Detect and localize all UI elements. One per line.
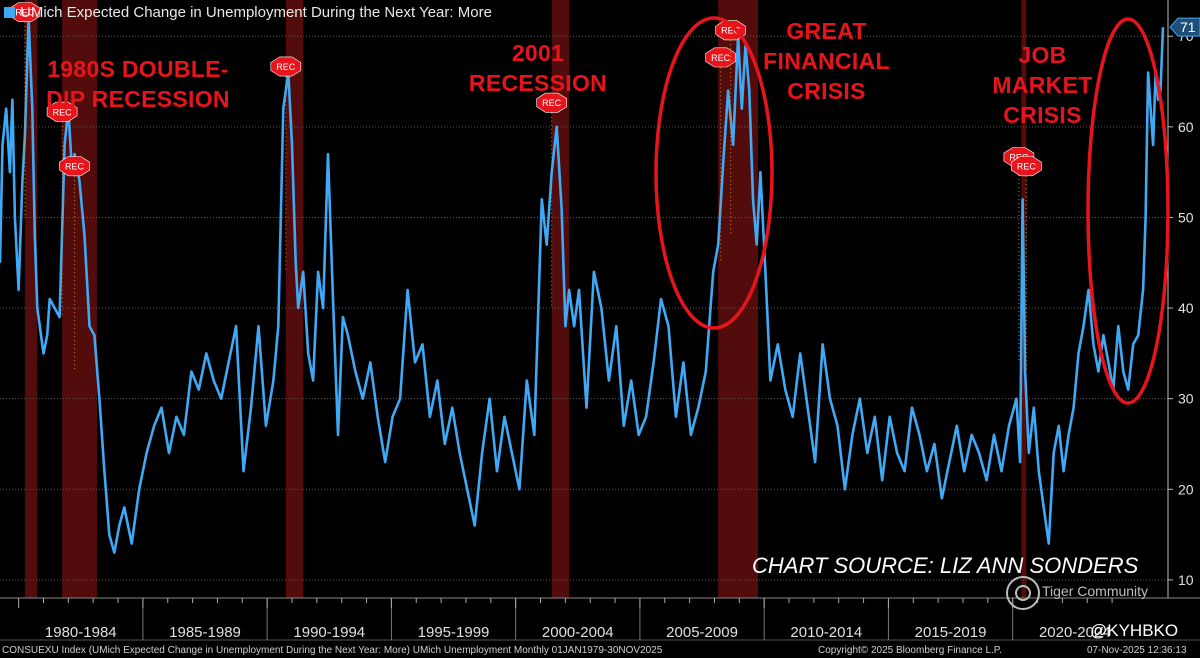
y-tick-label: 30 [1178, 391, 1194, 407]
rec-marker [705, 47, 737, 68]
legend-label: UMich Expected Change in Unemployment Du… [20, 4, 492, 21]
annotation-line: CRISIS [787, 78, 866, 104]
x-tick-label: 2005-2009 [666, 624, 738, 641]
series-line [0, 16, 1165, 554]
rec-marker-label: REC [65, 162, 85, 172]
footer-index-description: CONSUEXU Index (UMich Expected Change in… [2, 645, 663, 656]
x-tick-label: 2010-2014 [790, 624, 862, 641]
watermark: Tiger Community [1042, 583, 1149, 599]
x-tick-label: 2020-2024 [1039, 624, 1111, 641]
annotation-line: JOB [1018, 42, 1067, 68]
annotation-line: GREAT [786, 18, 867, 44]
annotation-line: RECESSION [468, 70, 608, 96]
footer-copyright: Copyright© 2025 Bloomberg Finance L.P. [818, 645, 1002, 656]
data-series [0, 16, 1165, 554]
y-tick-label: 40 [1178, 300, 1194, 316]
y-tick-label: 60 [1178, 119, 1194, 135]
footer-timestamp: 07-Nov-2025 12:36:13 [1087, 645, 1187, 656]
rec-marker-label: REC [711, 53, 731, 63]
rec-marker [715, 20, 746, 41]
annotation-2001-recession: 2001 RECESSION [468, 38, 608, 98]
recession-band [285, 0, 304, 598]
rec-marker-label: REC [721, 26, 741, 36]
annotation-line: MARKET [992, 72, 1093, 98]
rec-marker-label: REC [53, 107, 73, 117]
annotation-job-market: JOB MARKET CRISIS [985, 40, 1100, 130]
rec-marker [1010, 156, 1042, 177]
chart-legend: UMich Expected Change in Unemployment Du… [4, 4, 492, 21]
rec-marker-label: REC [276, 62, 296, 72]
rec-marker-label: REC [15, 8, 35, 18]
annotation-line: 2001 [511, 40, 565, 66]
rec-markers: RECRECRECRECRECRECRECRECREC [9, 2, 1042, 372]
rec-marker [270, 56, 302, 77]
rec-marker [59, 156, 90, 177]
rec-marker [46, 101, 78, 122]
rec-marker-label: REC [1017, 162, 1037, 172]
author-handle: @KYHBKO [1090, 621, 1179, 640]
legend-swatch [4, 7, 15, 18]
tiger-logo-icon [1006, 576, 1040, 610]
last-value-box [1169, 17, 1200, 37]
highlight-oval-gfc [654, 16, 774, 330]
annotation-line: FINANCIAL [763, 48, 890, 74]
y-tick-label: 50 [1178, 209, 1194, 225]
x-tick-label: 1990-1994 [293, 624, 365, 641]
chart-source: CHART SOURCE: LIZ ANN SONDERS [752, 553, 1139, 578]
recession-band [718, 0, 758, 598]
recession-band [551, 0, 570, 598]
last-value-label: 71 [1180, 19, 1196, 35]
annotation-double-dip: 1980S DOUBLE- DIP RECESSION [38, 54, 238, 114]
highlight-oval-job-market [1086, 17, 1170, 405]
annotation-line: 1980S DOUBLE- [47, 56, 229, 82]
rec-marker [536, 92, 568, 113]
axes: 102030405060701980-19841985-19891990-199… [0, 0, 1200, 641]
annotation-line: DIP RECESSION [46, 86, 230, 112]
x-tick-label: 1995-1999 [418, 624, 490, 641]
x-tick-label: 2000-2004 [542, 624, 614, 641]
annotation-gfc: GREAT FINANCIAL CRISIS [754, 16, 899, 106]
x-tick-label: 1985-1989 [169, 624, 241, 641]
highlight-ovals [654, 16, 1170, 405]
recession-band [62, 0, 97, 598]
rec-marker-label: REC [542, 98, 562, 108]
y-tick-label: 10 [1178, 572, 1194, 588]
y-tick-label: 20 [1178, 481, 1194, 497]
annotation-line: CRISIS [1003, 102, 1082, 128]
x-tick-label: 2015-2019 [915, 624, 987, 641]
x-tick-label: 1980-1984 [45, 624, 117, 641]
